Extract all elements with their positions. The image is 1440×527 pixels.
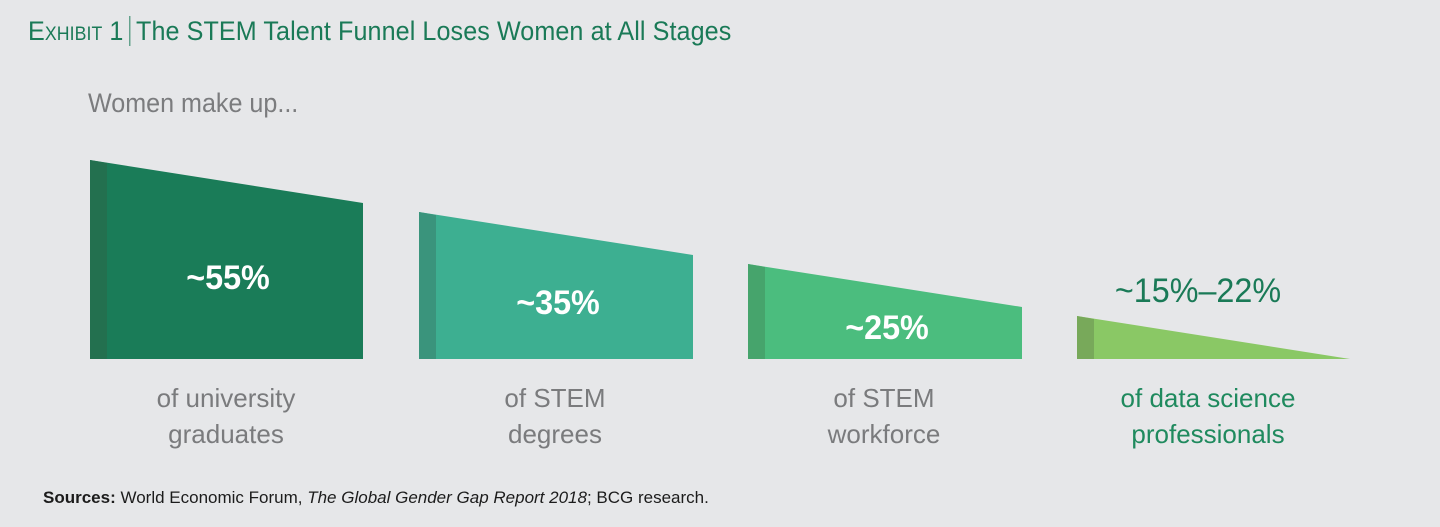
stage-2-label-line1: of STEM [504,383,606,413]
sources-text-2: ; BCG research. [586,488,709,507]
stage-4-label: of data science professionals [1068,380,1348,452]
stage-3-label-line1: of STEM [833,383,935,413]
stage-3-shape [748,264,1022,359]
exhibit-label: Exhibit 1 [28,16,124,46]
stage-3-strip [748,264,765,359]
funnel-stage-2 [419,212,693,359]
stage-3-label-line2: workforce [827,419,941,449]
stage-4-shape [1077,316,1350,359]
stage-2-value: ~35% [516,284,600,322]
stage-1-label-line1: of university [156,383,296,413]
stage-1-label-line2: graduates [168,419,284,449]
stage-4-label-line1: of data science [1120,383,1296,413]
sources-label: Sources: [43,488,116,507]
title-text: The STEM Talent Funnel Loses Women at Al… [136,16,732,46]
sources-note: Sources: World Economic Forum, The Globa… [43,488,709,508]
stage-2-label-line2: degrees [508,419,602,449]
exhibit-title: Exhibit 1 The STEM Talent Funnel Loses Wo… [28,16,731,47]
stage-4-label-line2: professionals [1131,419,1285,449]
stage-2-strip [419,212,436,359]
stage-3-label: of STEM workforce [744,380,1024,452]
chart-subtitle: Women make up... [88,88,299,118]
stage-1-value: ~55% [186,259,270,297]
sources-text-1: World Economic Forum, [115,488,308,507]
sources-report-title: The Global Gender Gap Report 2018 [307,488,587,507]
stage-1-label: of university graduates [86,380,366,452]
title-divider [129,16,131,46]
funnel-stage-1 [90,160,363,359]
stage-1-shape [90,160,363,359]
stage-2-label: of STEM degrees [415,380,695,452]
stage-4-strip [1077,316,1094,359]
stage-3-value: ~25% [845,309,929,347]
stage-4-value: ~15%–22% [1114,272,1282,310]
stage-1-strip [90,160,107,359]
stage-2-shape [419,212,693,359]
funnel-stage-4 [1077,316,1350,359]
funnel-stage-3 [748,264,1022,359]
